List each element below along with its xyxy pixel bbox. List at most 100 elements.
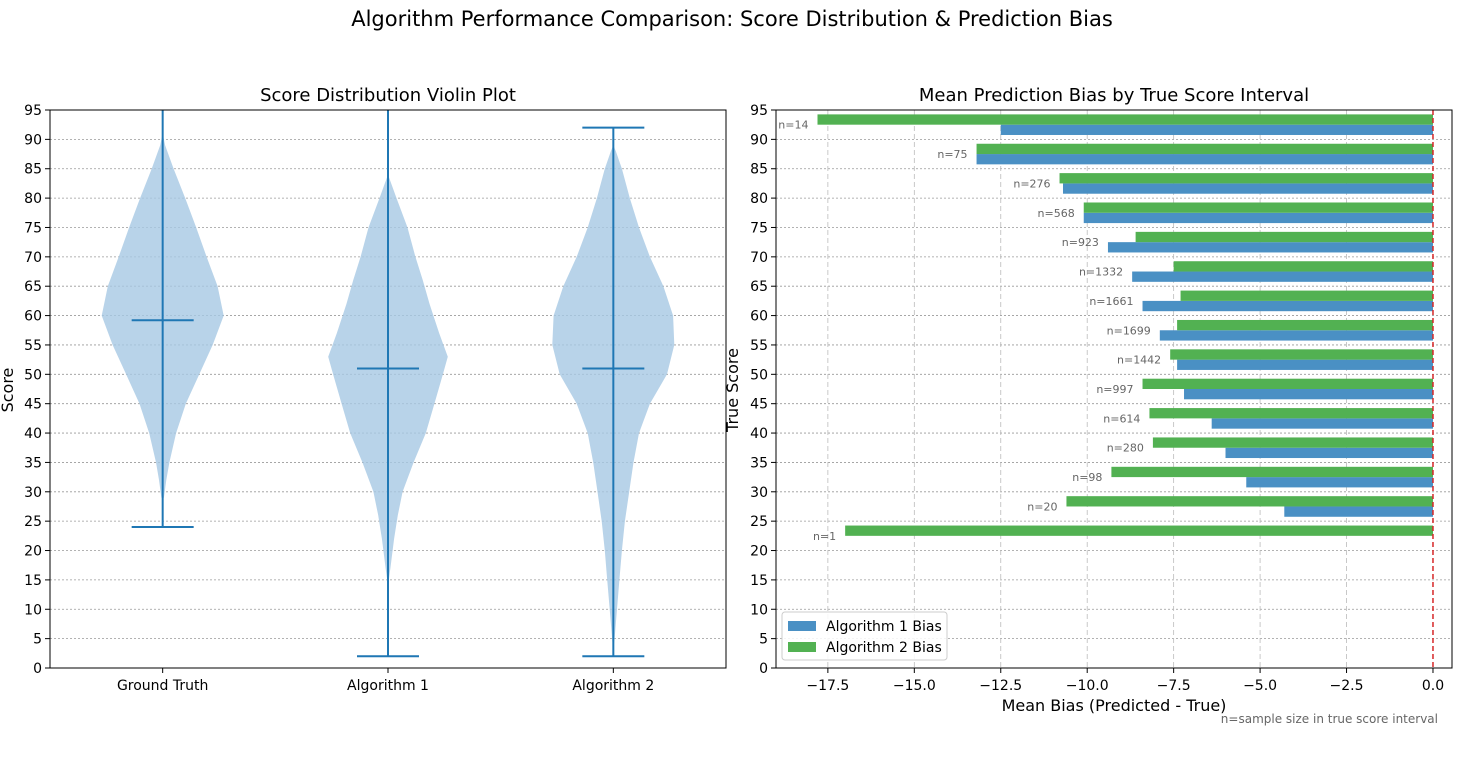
bias-y-tick-label: 55: [750, 338, 768, 354]
violin-y-tick-label: 90: [24, 132, 42, 148]
legend-swatch-algorithm-2: [788, 642, 816, 652]
violin-x-tick-label: Ground Truth: [117, 678, 208, 694]
legend-label-algorithm-1: Algorithm 1 Bias: [826, 619, 942, 635]
bar-algorithm-1: [1062, 183, 1433, 194]
sample-size-label: n=614: [1103, 412, 1140, 425]
sample-size-label: n=1: [813, 530, 836, 543]
violin-y-tick-label: 65: [24, 279, 42, 295]
bias-y-tick-label: 10: [750, 602, 768, 618]
bias-x-tick-label: −15.0: [893, 678, 936, 694]
violin-y-tick-label: 85: [24, 162, 42, 178]
violin-y-tick-label: 45: [24, 397, 42, 413]
bias-y-tick-label: 95: [750, 103, 768, 119]
violin-y-tick-label: 50: [24, 367, 42, 383]
violin-y-axis-label: Score: [0, 368, 17, 413]
violin-y-tick-label: 95: [24, 103, 42, 119]
bias-y-tick-label: 85: [750, 162, 768, 178]
sample-size-label: n=280: [1107, 442, 1144, 455]
violin-y-tick-label: 15: [24, 573, 42, 589]
bias-y-tick-label: 25: [750, 514, 768, 530]
violin-x-tick-label: Algorithm 1: [347, 678, 429, 694]
violin-y-tick-label: 70: [24, 250, 42, 266]
bias-x-tick-label: −7.5: [1157, 678, 1191, 694]
bias-y-tick-label: 20: [750, 544, 768, 560]
bar-algorithm-2: [1059, 173, 1433, 184]
sample-size-label: n=1661: [1089, 295, 1133, 308]
bar-algorithm-1: [1177, 359, 1433, 370]
sample-size-label: n=14: [778, 119, 808, 132]
violin-x-tick-label: Algorithm 2: [572, 678, 654, 694]
violin-y-tick-label: 75: [24, 220, 42, 236]
bar-algorithm-2: [1177, 319, 1433, 331]
legend-box: [781, 611, 948, 661]
violin-y-tick-label: 0: [33, 661, 42, 677]
violin-y-tick-label: 30: [24, 485, 42, 501]
bias-y-tick-label: 65: [750, 279, 768, 295]
bar-algorithm-2: [976, 143, 1433, 155]
bar-algorithm-2: [1149, 408, 1433, 419]
violin-y-tick-label: 35: [24, 455, 42, 471]
sample-size-label: n=997: [1096, 383, 1133, 396]
bias-chart-title: Mean Prediction Bias by True Score Inter…: [919, 85, 1309, 106]
violin-y-tick-label: 55: [24, 338, 42, 354]
bias-y-tick-label: 90: [750, 132, 768, 148]
bias-x-tick-label: −5.0: [1243, 678, 1277, 694]
bar-algorithm-1: [1000, 124, 1433, 135]
sample-size-label: n=568: [1038, 207, 1075, 220]
bar-algorithm-1: [1083, 212, 1433, 224]
bar-algorithm-2: [1170, 349, 1433, 360]
bar-algorithm-2: [817, 114, 1433, 125]
sample-size-label: n=923: [1062, 236, 1099, 249]
bias-y-tick-label: 40: [750, 426, 768, 442]
bar-algorithm-2: [845, 525, 1433, 536]
violin-y-tick-label: 25: [24, 514, 42, 530]
bias-y-tick-label: 70: [750, 250, 768, 266]
bias-x-tick-label: −10.0: [1066, 678, 1109, 694]
bias-x-tick-label: 0.0: [1422, 678, 1444, 694]
bias-y-axis-label: True Score: [723, 348, 742, 433]
bias-x-tick-label: −17.5: [806, 678, 849, 694]
bar-algorithm-1: [1184, 389, 1433, 400]
bias-y-tick-label: 50: [750, 367, 768, 383]
sample-size-label: n=1442: [1117, 354, 1161, 367]
bias-y-tick-label: 0: [759, 661, 768, 677]
bias-y-tick-label: 15: [750, 573, 768, 589]
bar-algorithm-2: [1135, 231, 1433, 243]
sample-size-label: n=20: [1027, 500, 1057, 513]
bar-algorithm-1: [1142, 300, 1433, 312]
bias-y-tick-label: 30: [750, 485, 768, 501]
violin-y-tick-label: 10: [24, 602, 42, 618]
bar-algorithm-1: [1159, 330, 1433, 341]
bar-algorithm-2: [1173, 261, 1433, 272]
bar-algorithm-1: [1132, 271, 1433, 282]
sample-size-label: n=98: [1072, 471, 1102, 484]
legend-label-algorithm-2: Algorithm 2 Bias: [826, 640, 942, 656]
bar-algorithm-1: [1284, 506, 1433, 517]
bar-algorithm-2: [1083, 202, 1433, 213]
violin-y-tick-label: 60: [24, 309, 42, 325]
bias-bar-panel: Mean Prediction Bias by True Score Inter…: [723, 85, 1453, 715]
bar-algorithm-1: [976, 154, 1433, 165]
violin-y-tick-label: 40: [24, 426, 42, 442]
violin-y-tick-label: 5: [33, 632, 42, 648]
bias-y-tick-label: 75: [750, 220, 768, 236]
bias-x-tick-label: −2.5: [1330, 678, 1364, 694]
bias-legend: Algorithm 1 Bias Algorithm 2 Bias: [781, 611, 948, 661]
bar-algorithm-2: [1152, 437, 1433, 448]
violin-plot-title: Score Distribution Violin Plot: [260, 85, 516, 106]
bias-y-tick-label: 45: [750, 397, 768, 413]
bias-y-tick-label: 35: [750, 455, 768, 471]
sample-size-label: n=75: [937, 148, 967, 161]
bias-y-tick-label: 80: [750, 191, 768, 207]
bar-algorithm-2: [1066, 496, 1433, 507]
violin-plot-panel: Score Distribution Violin Plot Score 0 5 1…: [0, 85, 727, 694]
violin-plot-frame: [49, 109, 727, 669]
legend-swatch-algorithm-1: [788, 621, 816, 631]
sample-size-label: n=1699: [1107, 324, 1151, 337]
bias-y-tick-label: 60: [750, 309, 768, 325]
bias-chart-frame: [775, 109, 1453, 669]
sample-size-label: n=276: [1013, 177, 1050, 190]
bar-algorithm-1: [1107, 242, 1433, 253]
bar-algorithm-1: [1246, 477, 1433, 488]
